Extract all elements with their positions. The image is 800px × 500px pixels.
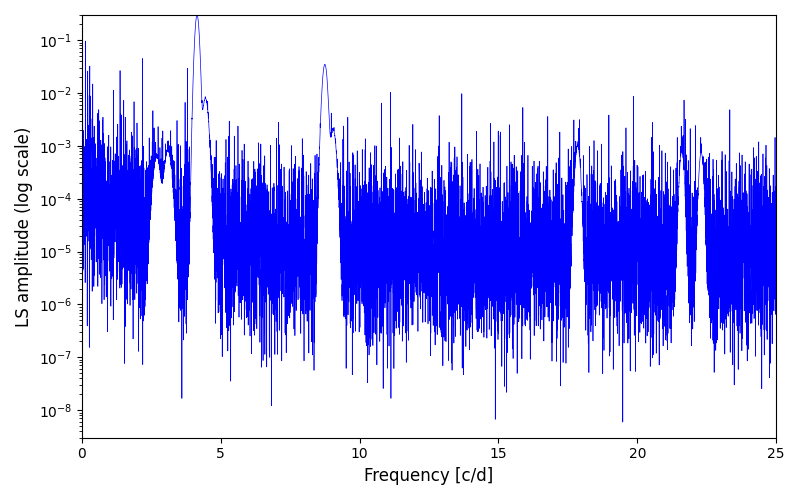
X-axis label: Frequency [c/d]: Frequency [c/d] [364, 467, 494, 485]
Y-axis label: LS amplitude (log scale): LS amplitude (log scale) [15, 126, 33, 326]
